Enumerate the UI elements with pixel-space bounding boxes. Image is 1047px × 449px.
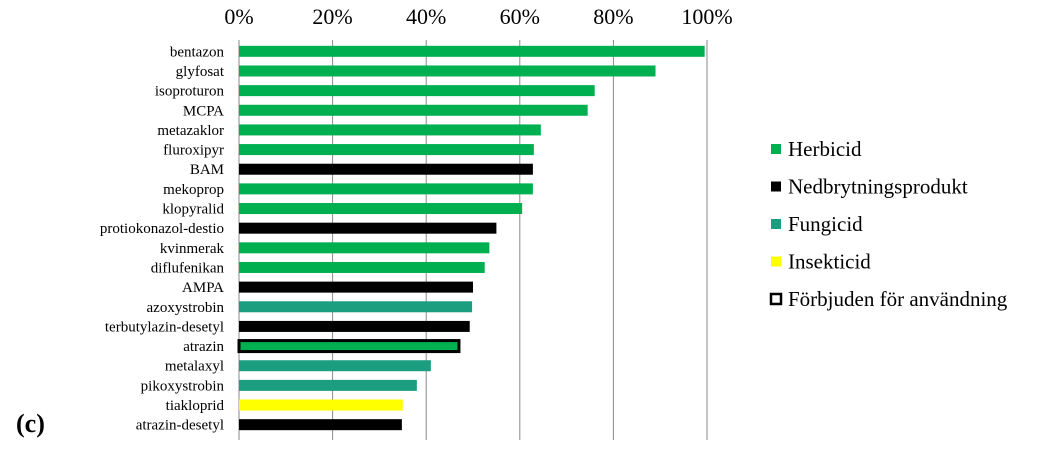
legend-swatch-Insekticid xyxy=(771,256,781,267)
category-label: glyfosat xyxy=(176,64,225,80)
category-label: tiakloprid xyxy=(166,398,225,414)
bar-terbutylazin-desetyl xyxy=(239,320,470,332)
category-label: protiokonazol-destio xyxy=(100,221,224,237)
bar-atrazin xyxy=(237,339,461,354)
legend-label: Fungicid xyxy=(788,212,863,236)
category-label: bentazon xyxy=(170,44,225,60)
bar-protiokonazol-destio xyxy=(239,222,497,234)
bar-klopyralid xyxy=(239,203,523,215)
category-label: mekoprop xyxy=(163,182,224,198)
x-tick-label: 100% xyxy=(681,4,732,29)
x-tick-label: 60% xyxy=(500,4,540,29)
category-label: isoproturon xyxy=(155,84,225,100)
category-labels: bentazon glyfosat isoproturon MCPA metazaklo… xyxy=(100,44,225,433)
legend-label: Förbjuden för användning xyxy=(788,287,1008,311)
bar-mekoprop xyxy=(239,183,533,195)
bar-metalaxyl xyxy=(239,360,431,372)
x-tick-label: 20% xyxy=(312,4,352,29)
bar-metazaklor xyxy=(239,124,541,136)
bar-azoxystrobin xyxy=(239,301,473,313)
panel-label: (c) xyxy=(16,409,45,438)
category-label: fluroxipyr xyxy=(163,143,224,159)
category-label: metazaklor xyxy=(157,123,224,139)
bar-MCPA xyxy=(239,104,588,116)
x-tick-label: 40% xyxy=(406,4,446,29)
bar-diflufenikan xyxy=(239,261,485,273)
x-tick-label: 0% xyxy=(224,4,253,29)
legend-label: Herbicid xyxy=(788,137,862,161)
bar-glyfosat xyxy=(239,65,656,77)
bar-kvinmerak xyxy=(239,242,490,254)
legend-swatch-Nedbrytningsprodukt xyxy=(771,181,781,192)
legend-swatch-Herbicid xyxy=(771,144,781,154)
category-label: kvinmerak xyxy=(160,241,225,257)
category-label: atrazin-desetyl xyxy=(136,418,224,434)
legend-label: Nedbrytningsprodukt xyxy=(788,175,968,199)
legend: Herbicid Nedbrytningsprodukt Fungicid Insek… xyxy=(769,137,1008,311)
x-axis-tick-labels: 0% 20% 40% 60% 80% 100% xyxy=(224,4,732,29)
bar-atrazin-desetyl xyxy=(239,419,402,431)
x-tick-label: 80% xyxy=(593,4,633,29)
legend-label: Insekticid xyxy=(788,250,871,274)
bar-pikoxystrobin xyxy=(239,379,417,391)
bar-isoproturon xyxy=(239,85,595,97)
bar-fluroxipyr xyxy=(239,144,534,156)
category-label: azoxystrobin xyxy=(147,300,225,316)
category-label: AMPA xyxy=(182,280,224,296)
legend-swatch-Fungicid xyxy=(771,219,781,229)
category-label: metalaxyl xyxy=(165,359,224,375)
bar-AMPA xyxy=(239,281,473,293)
legend-swatch-banned xyxy=(769,292,783,306)
category-label: atrazin xyxy=(183,339,224,355)
category-label: MCPA xyxy=(183,103,224,119)
category-label: diflufenikan xyxy=(151,260,225,276)
bar-BAM xyxy=(239,163,533,175)
category-label: BAM xyxy=(190,162,224,178)
category-label: pikoxystrobin xyxy=(141,378,225,394)
bar-bentazon xyxy=(239,45,705,57)
bar-tiakloprid xyxy=(239,399,403,411)
category-label: klopyralid xyxy=(162,202,224,218)
category-label: terbutylazin-desetyl xyxy=(105,319,224,335)
bars xyxy=(237,45,705,431)
